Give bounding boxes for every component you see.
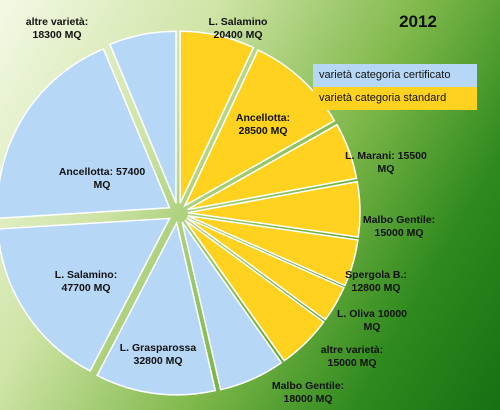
legend-label-standard: varietà categoria standard bbox=[319, 92, 447, 104]
pie-slice bbox=[0, 47, 171, 219]
slice-label: Spergola B.: 12800 MQ bbox=[345, 269, 407, 294]
slice-label: L. Grasparossa 32800 MQ bbox=[120, 342, 197, 367]
slice-label: altre varietà: 18300 MQ bbox=[26, 16, 88, 41]
slice-label: L. Marani: 15500 MQ bbox=[345, 150, 427, 175]
pie-slice bbox=[184, 219, 325, 362]
slice-label: L. Oliva 10000 MQ bbox=[337, 308, 407, 333]
slice-label: Malbo Gentile: 15000 MQ bbox=[363, 214, 435, 239]
slice-label: Malbo Gentile: 18000 MQ bbox=[272, 380, 344, 405]
slice-label: Ancellotta: 28500 MQ bbox=[236, 112, 290, 137]
pie-slice bbox=[186, 217, 345, 321]
pie-slice bbox=[96, 220, 217, 396]
pie-slice bbox=[179, 30, 255, 204]
legend: varietà categoria certificato varietà ca… bbox=[313, 64, 477, 110]
slice-label: Ancellotta: 57400 MQ bbox=[59, 166, 146, 191]
pie-slice bbox=[187, 180, 361, 238]
slice-label: L. Salamino: 47700 MQ bbox=[55, 269, 117, 294]
pie-slice bbox=[187, 123, 358, 211]
pie-slice bbox=[0, 217, 171, 372]
chart-title: 2012 bbox=[399, 12, 437, 31]
legend-item-standard: varietà categoria standard bbox=[313, 87, 477, 110]
slice-label: L. Salamino 20400 MQ bbox=[209, 16, 268, 41]
pie-slice bbox=[183, 49, 336, 208]
pie-slice bbox=[187, 215, 359, 287]
legend-label-certificato: varietà categoria certificato bbox=[319, 69, 451, 81]
legend-item-certificato: varietà categoria certificato bbox=[313, 64, 477, 87]
slice-label: altre varietà: 15000 MQ bbox=[321, 344, 383, 369]
pie-slice bbox=[108, 30, 177, 204]
pie-slice bbox=[181, 221, 283, 391]
